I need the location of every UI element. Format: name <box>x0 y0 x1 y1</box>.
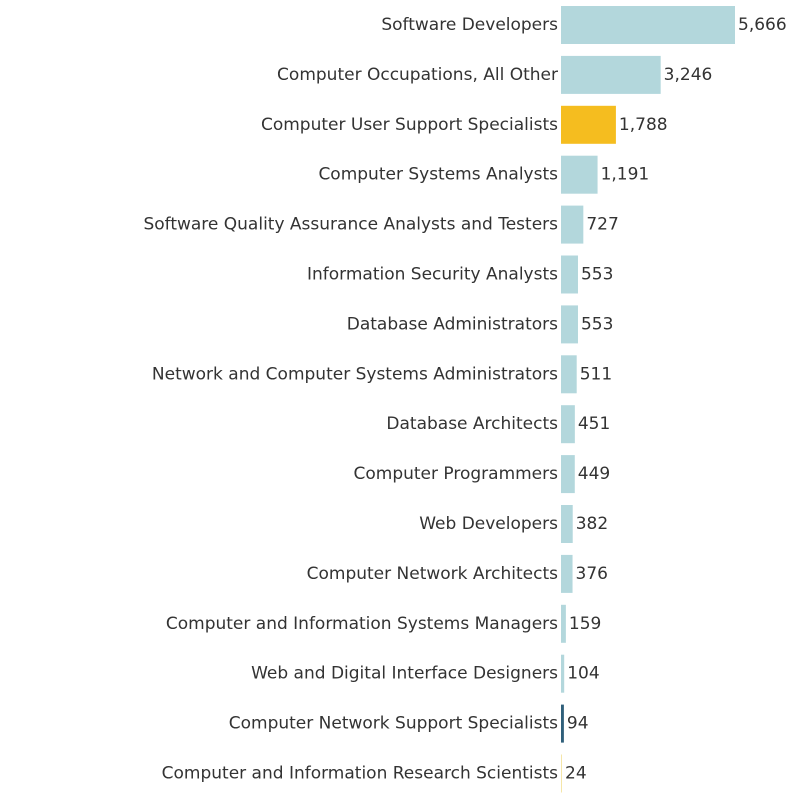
value-label: 1,191 <box>601 165 650 185</box>
category-label: Network and Computer Systems Administrat… <box>152 364 558 384</box>
bar[interactable] <box>561 155 598 194</box>
category-label: Database Architects <box>386 414 558 434</box>
value-label: 5,666 <box>738 15 787 35</box>
value-label: 104 <box>567 664 599 684</box>
value-label: 449 <box>578 464 610 484</box>
bar[interactable] <box>561 405 575 444</box>
category-label: Computer User Support Specialists <box>261 115 558 135</box>
bar[interactable] <box>561 754 562 793</box>
bar[interactable] <box>561 554 573 593</box>
category-label: Database Administrators <box>347 314 558 334</box>
bar[interactable] <box>561 6 735 44</box>
value-label: 451 <box>578 414 610 434</box>
bar[interactable] <box>561 55 661 94</box>
value-label: 376 <box>576 564 608 584</box>
category-label: Web and Digital Interface Designers <box>251 664 558 684</box>
value-label: 727 <box>586 215 618 235</box>
category-label: Web Developers <box>419 514 558 534</box>
bar[interactable] <box>561 355 577 394</box>
value-label: 382 <box>576 514 608 534</box>
value-label: 94 <box>567 714 589 734</box>
bar[interactable] <box>561 205 584 244</box>
value-label: 1,788 <box>619 115 668 135</box>
category-label: Software Developers <box>381 15 558 35</box>
value-label: 553 <box>581 314 613 334</box>
bar[interactable] <box>561 604 566 643</box>
bar[interactable] <box>561 305 578 344</box>
value-label: 159 <box>569 614 601 634</box>
bar[interactable] <box>561 255 578 294</box>
bar[interactable] <box>561 105 616 144</box>
value-label: 511 <box>580 364 612 384</box>
category-label: Computer Occupations, All Other <box>277 65 558 85</box>
value-label: 3,246 <box>664 65 713 85</box>
category-label: Computer Network Support Specialists <box>229 714 558 734</box>
category-label: Computer and Information Systems Manager… <box>166 614 558 634</box>
value-label: 24 <box>565 764 587 784</box>
category-label: Computer and Information Research Scient… <box>162 764 558 784</box>
bar[interactable] <box>561 505 573 543</box>
category-label: Computer Systems Analysts <box>318 165 558 185</box>
bar[interactable] <box>561 455 575 494</box>
category-label: Computer Network Architects <box>307 564 559 584</box>
bar[interactable] <box>561 704 564 743</box>
category-label: Software Quality Assurance Analysts and … <box>143 215 558 235</box>
category-label: Computer Programmers <box>353 464 558 484</box>
value-label: 553 <box>581 265 613 285</box>
category-label: Information Security Analysts <box>307 265 558 285</box>
bar[interactable] <box>561 654 565 693</box>
